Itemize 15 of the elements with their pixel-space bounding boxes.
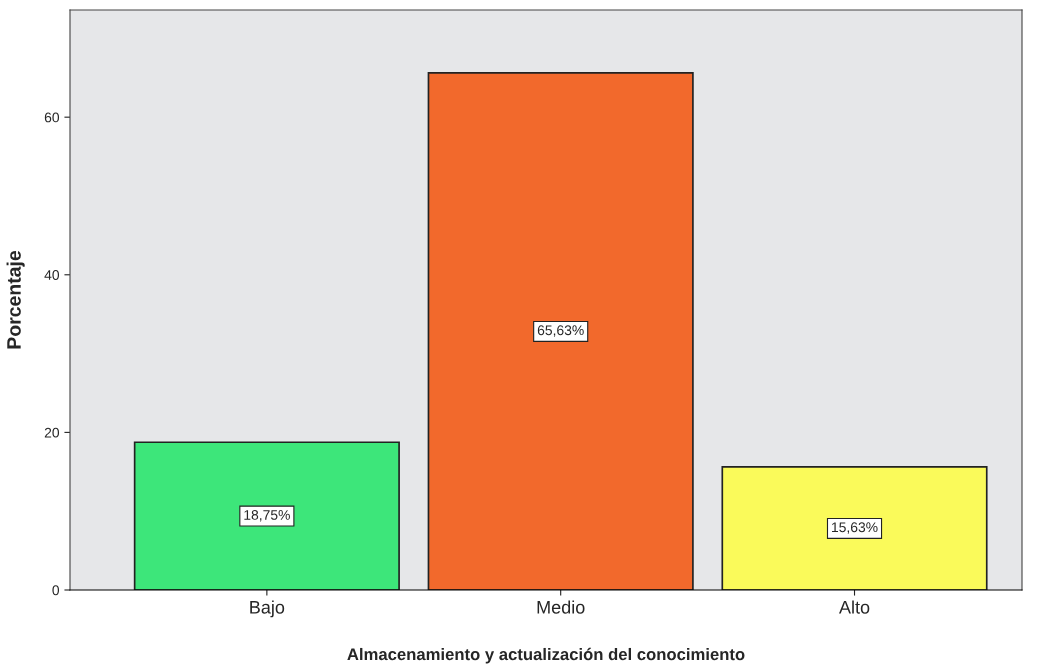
data-label: 65,63% (537, 325, 584, 337)
x-tick-label: Bajo (250, 600, 285, 618)
x-tick-label: Medio (537, 600, 585, 614)
y-tick-label: 0 (52, 585, 60, 596)
x-tick-label: Alto (839, 600, 870, 614)
y-tick-label: 60 (44, 112, 60, 123)
y-tick-label: 20 (44, 427, 60, 438)
y-tick-label: 40 (44, 270, 60, 280)
bar (721, 465, 988, 590)
x-axis-title: Almacenamiento y actualización del conocimiento (347, 647, 745, 664)
bar (133, 441, 400, 590)
bar (427, 71, 694, 590)
data-label: 18,75% (244, 510, 290, 522)
data-label: 15,63% (832, 522, 878, 534)
y-axis-title: Porcentaje (6, 250, 25, 349)
